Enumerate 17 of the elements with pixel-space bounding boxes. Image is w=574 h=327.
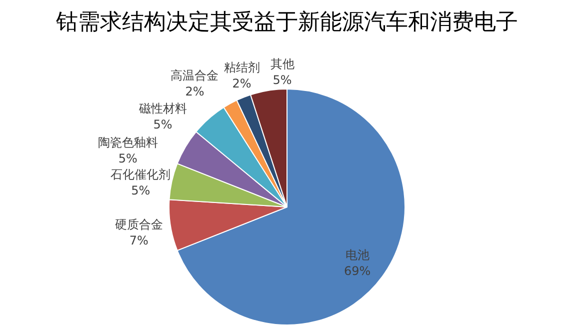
data-label: 69% xyxy=(344,264,371,278)
data-label: 5% xyxy=(272,72,292,87)
data-label: 5% xyxy=(131,183,150,198)
data-label: 5% xyxy=(153,117,172,132)
data-label: 5% xyxy=(118,152,138,166)
data-label: 7% xyxy=(129,233,148,248)
slice-label: 其他 xyxy=(270,56,294,71)
slice-label: 陶瓷色釉料 xyxy=(98,136,158,150)
data-label: 2% xyxy=(232,76,252,91)
slice-label: 高温合金 xyxy=(170,68,219,83)
slice-label: 磁性材料 xyxy=(138,101,187,116)
slice-label: 电池 xyxy=(345,248,370,262)
chart-title: 钴需求结构决定其受益于新能源汽车和消费电子 xyxy=(55,10,518,35)
slice-label: 粘结剂 xyxy=(224,60,260,75)
slice-label: 石化催化剂 xyxy=(110,167,171,182)
slice-label: 硬质合金 xyxy=(114,217,163,232)
data-label: 2% xyxy=(185,84,204,99)
